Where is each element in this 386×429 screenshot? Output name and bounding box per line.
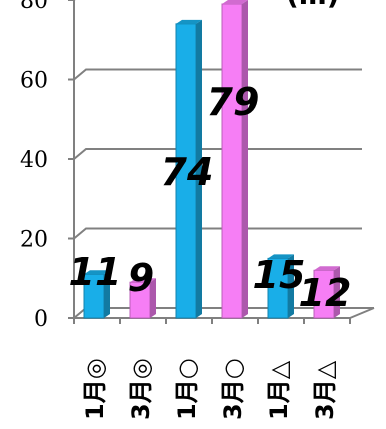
floor-right: [349, 307, 375, 319]
bar-side: [242, 0, 248, 318]
x-category-label-5: 3月△: [311, 360, 339, 420]
gridline-60: [73, 68, 362, 81]
bar-side: [288, 254, 294, 318]
x-category-labels: 1月◎ 3月◎ 1月○ 3月○ 1月△ 3月△: [81, 358, 339, 420]
bar-2: [175, 19, 202, 319]
bar-3: [221, 0, 248, 319]
x-category-label-1: 3月◎: [127, 358, 155, 420]
bar-top: [130, 278, 156, 283]
bar-top: [84, 270, 110, 275]
y-tick-label-80: 80: [20, 0, 48, 14]
gridline-40: [73, 148, 362, 160]
data-label-3: 79: [207, 80, 260, 124]
y-tick-labels: 0 20 40 60 80: [20, 0, 48, 332]
x-category-label-0: 1月◎: [81, 358, 109, 420]
bar-side: [150, 278, 156, 318]
y-tick-label-0: 0: [34, 307, 48, 332]
bar-side: [196, 19, 202, 318]
partial-title: (…): [286, 0, 340, 11]
x-category-label-4: 1月△: [265, 360, 293, 420]
data-label-0: 11: [69, 250, 122, 294]
bar-front: [221, 3, 243, 319]
bar-side: [334, 266, 340, 318]
gridline-20: [73, 227, 362, 240]
bar-top: [314, 266, 340, 271]
x-category-label-2: 1月○: [173, 358, 201, 420]
bar-top: [222, 0, 248, 4]
bar-side: [104, 270, 110, 318]
bar-1: [129, 278, 156, 319]
data-label-5: 12: [299, 271, 352, 315]
data-label-1: 9: [128, 256, 154, 300]
bars: [83, 0, 340, 319]
gridlines: [73, 0, 362, 240]
bar-0: [83, 270, 110, 319]
bar-top: [176, 19, 202, 24]
data-label-2: 74: [161, 150, 214, 194]
bar-top: [268, 254, 294, 259]
y-tick-label-60: 60: [20, 69, 48, 94]
y-tick-label-40: 40: [20, 148, 48, 173]
x-category-label-3: 3月○: [219, 358, 247, 420]
bar-4: [267, 254, 294, 319]
data-label-4: 15: [253, 253, 306, 297]
bar-5: [313, 266, 340, 319]
y-tick-label-20: 20: [20, 228, 48, 253]
